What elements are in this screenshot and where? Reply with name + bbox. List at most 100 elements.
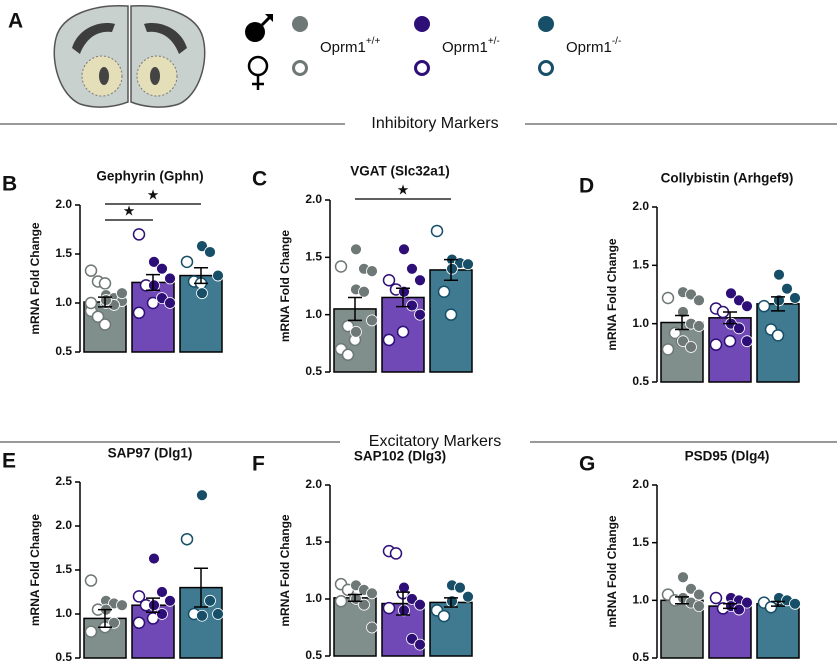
male-point [733,322,745,335]
panel-letter: F [252,453,265,476]
male-point [406,262,418,275]
male-point [156,586,168,598]
female-point [382,601,396,615]
female-point [180,532,194,546]
male-point [725,287,737,300]
y-axis-label: mRNA Fold Change [278,514,292,627]
y-tick-label: 1.0 [55,606,72,620]
chart-title: VGAT (Slc32a1) [350,164,450,179]
section-title: Excitatory Markers [369,433,501,450]
male-point [733,603,745,616]
male-point [685,341,697,353]
legend-name: Oprm1 [442,39,488,56]
legend-name: Oprm1 [566,39,612,56]
male-point [398,243,410,256]
error-bar [723,311,737,325]
female-point [132,306,146,320]
panel-letter: E [2,450,16,473]
male-point [204,246,216,258]
male-point [446,262,458,275]
female-point [132,590,146,603]
male-point [733,294,745,307]
male-point [212,608,224,620]
male-point [398,604,410,617]
panel-letter: C [252,168,267,191]
chart-title: Gephyrin (Gphn) [96,169,203,184]
male-point [164,594,176,607]
y-tick-label: 1.5 [632,258,649,272]
y-tick-label: 0.5 [632,374,649,388]
male-point [196,489,208,502]
bar [708,605,752,659]
legend-male-marker [538,16,554,32]
male-point [685,582,697,595]
male-point [414,598,426,611]
female-point [709,338,723,351]
male-point [454,581,466,594]
y-tick-label: 1.5 [632,535,649,549]
male-point [164,272,176,285]
error-bar [444,597,458,608]
sex-symbols [245,14,273,90]
error-bar [98,296,112,308]
female-point [382,274,396,287]
y-tick-label: 1.5 [55,562,72,576]
error-bar [194,266,208,285]
female-point [132,616,146,630]
male-point [414,638,426,651]
female-point [132,228,146,241]
y-tick-label: 0.5 [55,344,72,358]
male-point [108,616,120,629]
y-tick-label: 2.0 [55,518,72,532]
female-point [84,625,98,638]
error-bar [396,591,410,616]
male-point [366,621,378,634]
bar [756,303,800,383]
male-point [148,255,160,268]
male-point [116,287,128,300]
female-point [723,334,737,348]
female-point [757,299,771,313]
male-point [366,265,378,277]
male-point [212,269,224,282]
error-bar [146,597,160,613]
male-point [156,262,168,275]
legend-superscript: -/- [612,36,621,47]
error-bar [723,603,737,610]
significance-label: ★ [397,182,410,198]
error-bar [348,593,362,603]
male-point [164,297,176,309]
y-tick-label: 1.0 [305,307,322,321]
chart-title: PSD95 (Dlg4) [685,449,770,464]
female-point [437,609,451,623]
error-bar [675,596,689,605]
male-point [156,608,168,620]
male-point [358,285,370,298]
male-point [204,594,216,607]
male-point [677,571,689,584]
error-bar [771,296,785,312]
panel-letter: A [8,10,23,33]
legend-label: Oprm1+/- [442,36,500,56]
legend-superscript: +/+ [366,36,381,47]
y-tick-label: 1.5 [55,246,72,260]
y-tick-label: 1.0 [55,295,72,309]
y-tick-label: 1.5 [305,534,322,548]
bar [756,603,800,659]
male-point [116,599,128,612]
panel-letter: B [2,173,17,196]
y-tick-label: 1.0 [305,591,322,605]
female-point [146,296,160,310]
male-point [406,633,418,645]
male-point [414,274,426,287]
male-point [100,294,112,306]
female-point [709,591,723,605]
male-point [148,552,160,565]
female-point [91,310,105,323]
male-point [196,609,208,622]
male-point [693,588,705,601]
male-point [693,600,705,612]
male-point [693,320,705,332]
male-point [196,240,208,253]
legend-label: Oprm1+/+ [320,36,380,56]
